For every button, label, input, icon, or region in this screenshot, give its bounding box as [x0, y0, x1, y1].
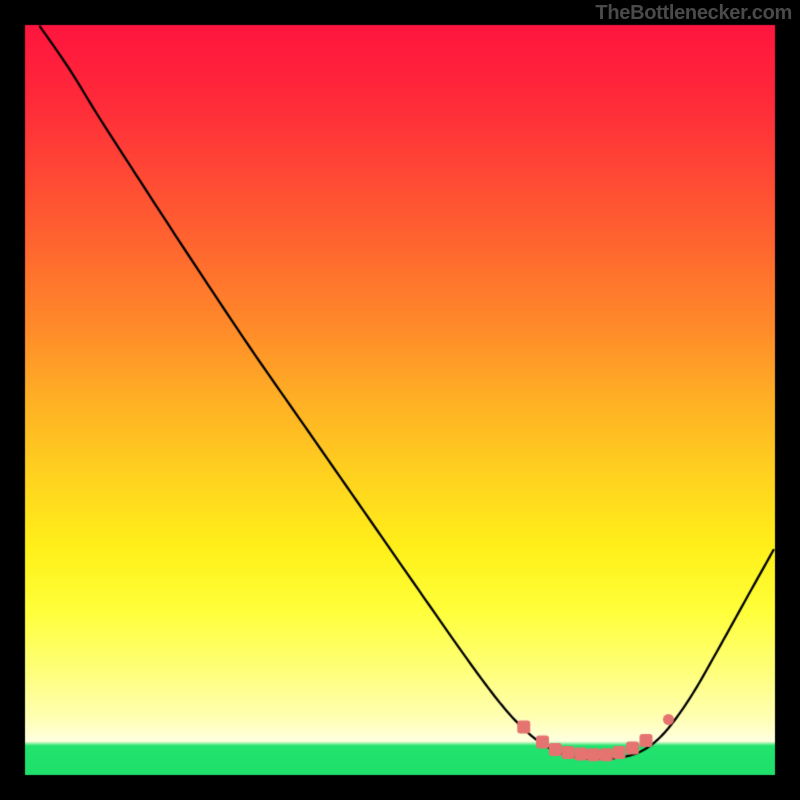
chart-container: TheBottlenecker.com — [0, 0, 800, 800]
bottleneck-curve-chart — [0, 0, 800, 800]
watermark-text: TheBottlenecker.com — [595, 2, 792, 25]
